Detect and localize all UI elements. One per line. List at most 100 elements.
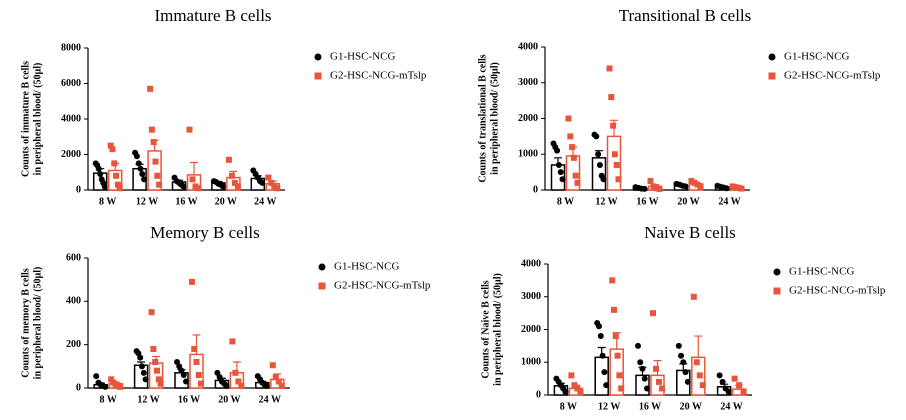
x-tick-label: 20 W: [680, 401, 702, 412]
y-tick-label: 6000: [61, 78, 81, 89]
data-point: [612, 333, 619, 340]
data-point: [554, 147, 561, 154]
y-axis-label: in peripheral blood/ (50μl): [492, 273, 503, 386]
data-point: [140, 369, 147, 376]
data-point: [235, 378, 242, 385]
data-point: [567, 133, 574, 140]
data-point: [180, 183, 187, 190]
data-point: [562, 388, 569, 395]
x-tick-label: 24 W: [718, 196, 740, 207]
y-tick-label: 4000: [518, 41, 538, 52]
data-point: [183, 378, 189, 385]
data-point: [101, 183, 108, 190]
data-point: [117, 383, 124, 390]
chart-title: Naive B cells: [644, 223, 736, 242]
data-point: [565, 115, 572, 122]
data-point: [189, 176, 196, 183]
y-tick-label: 400: [66, 296, 81, 307]
legend-label: G1-HSC-NCG: [334, 261, 399, 273]
data-point: [603, 382, 610, 389]
data-point: [637, 359, 644, 366]
data-point: [738, 185, 745, 192]
x-tick-label: 12 W: [137, 394, 159, 405]
data-point: [593, 133, 600, 140]
data-point: [606, 65, 613, 72]
legend-label: G1-HSC-NCG: [789, 266, 854, 278]
x-tick-label: 8 W: [100, 394, 117, 405]
data-point: [641, 375, 648, 382]
y-tick-label: 4000: [61, 113, 81, 124]
x-tick-label: 16 W: [636, 196, 658, 207]
legend-label: G2-HSC-NCG-mTslp: [330, 70, 427, 82]
x-tick-label: 12 W: [595, 196, 617, 207]
data-point: [656, 378, 662, 385]
y-tick-label: 600: [66, 252, 81, 263]
data-point: [116, 185, 123, 192]
y-axis-label: in peripheral blood/ (50μl): [32, 267, 43, 380]
data-point: [195, 372, 202, 378]
legend-label: G1-HSC-NCG: [784, 51, 849, 63]
data-point: [615, 176, 622, 183]
legend-marker: [314, 53, 322, 61]
data-point: [571, 382, 578, 389]
data-point: [195, 185, 202, 192]
legend-label: G1-HSC-NCG: [330, 51, 395, 63]
y-axis-label: Counts of Naive B cells: [480, 280, 491, 378]
data-point: [611, 306, 617, 313]
data-point: [114, 181, 121, 188]
data-point: [154, 172, 161, 179]
data-point: [569, 144, 576, 151]
y-tick-label: 200: [66, 339, 81, 350]
data-point: [653, 365, 659, 372]
data-point: [596, 161, 603, 168]
data-point: [259, 179, 266, 186]
data-point: [639, 365, 646, 372]
data-point: [189, 278, 195, 285]
data-point: [601, 369, 608, 376]
y-tick-label: 1000: [518, 149, 538, 160]
data-point: [647, 178, 654, 185]
data-point: [157, 380, 164, 387]
data-point: [608, 94, 615, 101]
data-point: [690, 293, 697, 300]
data-point: [111, 160, 118, 167]
y-tick-label: 0: [76, 184, 81, 195]
y-axis-label: in peripheral blood/ (50μl): [489, 62, 500, 175]
data-point: [180, 372, 187, 378]
data-point: [93, 373, 100, 380]
data-point: [135, 160, 142, 167]
data-point: [269, 362, 276, 369]
y-tick-label: 4000: [521, 258, 541, 269]
data-point: [223, 382, 230, 389]
data-point: [148, 309, 155, 316]
y-axis-label: in peripheral blood/ (50μl): [32, 63, 43, 176]
data-point: [109, 146, 116, 153]
data-point: [102, 383, 109, 390]
data-point: [600, 176, 607, 183]
data-point: [682, 183, 689, 190]
data-point: [723, 185, 730, 192]
data-point: [568, 372, 575, 379]
x-tick-label: 20 W: [215, 196, 237, 207]
data-point: [232, 369, 239, 376]
data-point: [618, 385, 625, 392]
data-point: [611, 151, 618, 158]
y-axis-label: Counts of immature B cells: [20, 61, 31, 177]
x-tick-label: 8 W: [560, 401, 577, 412]
data-point: [659, 385, 665, 392]
data-point: [574, 179, 581, 186]
bar: [650, 374, 665, 396]
data-point: [278, 382, 285, 389]
data-point: [139, 363, 145, 370]
data-point: [142, 376, 149, 383]
data-point: [559, 176, 566, 183]
data-point: [613, 161, 620, 168]
x-tick-label: 12 W: [598, 401, 620, 412]
data-point: [152, 158, 159, 165]
y-tick-label: 0: [536, 389, 541, 400]
data-point: [238, 382, 245, 389]
y-tick-label: 3000: [518, 77, 538, 88]
data-point: [614, 352, 621, 359]
data-point: [736, 382, 743, 389]
